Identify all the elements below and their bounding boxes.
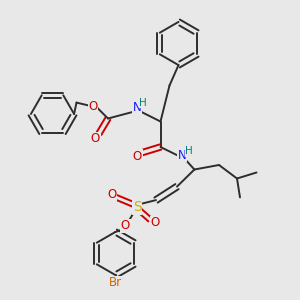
Text: O: O [121,219,130,232]
Text: S: S [133,200,142,214]
Text: H: H [139,98,147,108]
Text: N: N [178,149,187,162]
Text: O: O [133,149,142,163]
Text: O: O [91,132,100,146]
Text: H: H [185,146,193,156]
Text: O: O [151,216,160,229]
Text: N: N [133,100,142,114]
Text: O: O [108,188,117,201]
Text: Br: Br [109,276,122,289]
Text: O: O [88,100,98,113]
